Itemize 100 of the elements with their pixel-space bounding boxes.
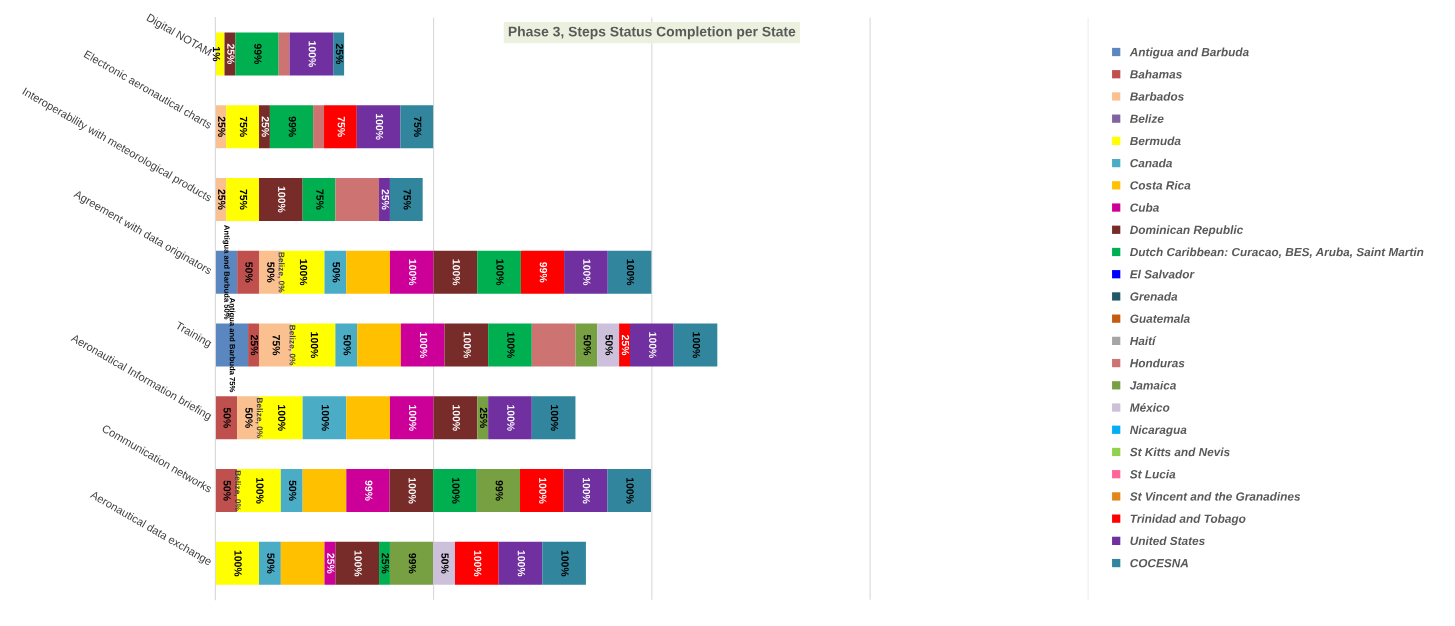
bar: [335, 323, 358, 367]
data-label: 100%: [626, 259, 635, 286]
bar: [237, 250, 259, 294]
data-label: 75%: [413, 116, 422, 137]
legend-label: Nicaragua: [1129, 425, 1187, 437]
bar: [488, 396, 532, 440]
bar: [575, 323, 598, 367]
bar: [335, 541, 380, 585]
legend-label: Bermuda: [1129, 136, 1181, 146]
legend-label: Dominican Republic: [1129, 225, 1244, 237]
data-label: 100%: [408, 405, 417, 431]
annotation: Belize, 0%: [233, 470, 242, 511]
bar: [226, 177, 259, 221]
data-label: 100%: [583, 259, 591, 286]
data-label: 99%: [495, 480, 503, 501]
data-label: 100%: [256, 477, 264, 504]
bar: [488, 323, 532, 367]
bar: [433, 250, 478, 294]
data-label: 100%: [452, 477, 460, 504]
annotation: Belize, 0%: [255, 397, 263, 438]
bar: [357, 323, 401, 367]
bar: [520, 469, 564, 513]
data-label: 25%: [261, 116, 270, 137]
legend-label: Honduras: [1129, 358, 1185, 368]
bar: [454, 541, 499, 585]
bar: [498, 541, 543, 585]
data-label: 100%: [278, 186, 286, 213]
bar: [215, 541, 259, 585]
bar: [302, 396, 347, 440]
legend-label: Grenada: [1130, 292, 1178, 301]
bar: [400, 105, 434, 149]
bar: [389, 469, 434, 513]
legend-label: Haití: [1129, 336, 1157, 346]
data-label: 25%: [227, 43, 235, 65]
legend-label: St Kitts and Nevis: [1129, 447, 1230, 457]
bar: [313, 105, 325, 149]
bar: [269, 105, 314, 149]
legend-label: United States: [1130, 536, 1205, 546]
data-label: 100%: [299, 259, 308, 286]
bar: [563, 469, 608, 513]
bar: [389, 177, 423, 221]
bar: [400, 323, 445, 367]
data-label: 50%: [343, 334, 351, 356]
data-label: 25%: [218, 116, 226, 137]
data-label: 50%: [605, 334, 613, 356]
data-label: 100%: [626, 477, 634, 504]
data-label: 100%: [354, 550, 362, 577]
bar: [302, 177, 336, 221]
data-label: 100%: [375, 114, 384, 140]
data-label: 50%: [332, 262, 340, 283]
bar: [476, 469, 521, 513]
legend-label: Dutch Caribbean: Curacao, BES, Aruba, Saint Martin: [1129, 247, 1424, 258]
data-label: 100%: [408, 477, 416, 504]
data-label: 25%: [479, 407, 488, 428]
bar: [356, 105, 401, 149]
data-label: 100%: [234, 550, 242, 577]
data-label: 100%: [452, 259, 460, 286]
data-label: 100%: [463, 332, 471, 359]
bar: [215, 396, 238, 440]
data-label: 75%: [316, 189, 324, 210]
data-label: 100%: [692, 332, 701, 359]
legend-label: Guatemala: [1130, 314, 1190, 323]
bar: [346, 469, 390, 513]
data-label: 100%: [517, 550, 526, 577]
annotation: Belize, 0%: [288, 325, 296, 366]
data-label: 99%: [365, 480, 373, 501]
bar: [389, 541, 434, 585]
data-label: 25%: [381, 189, 390, 210]
bar: [226, 105, 259, 149]
data-label: 100%: [474, 550, 482, 577]
data-label: 50%: [267, 553, 275, 574]
data-label: 100%: [561, 550, 569, 577]
bar: [531, 323, 576, 367]
data-label: 25%: [250, 334, 259, 356]
legend-label: Canada: [1130, 158, 1173, 168]
data-label: 50%: [583, 334, 591, 356]
data-label: 100%: [408, 259, 417, 286]
legend-label: Cuba: [1130, 203, 1159, 212]
data-label: 50%: [223, 480, 231, 501]
bar: [389, 250, 434, 294]
data-label: 25%: [621, 334, 630, 356]
legend-label: México: [1129, 403, 1170, 412]
legend-label: Costa Rica: [1130, 180, 1191, 190]
data-label: 75%: [337, 116, 345, 137]
data-label: 50%: [441, 553, 449, 574]
bar: [335, 177, 380, 221]
bar: [477, 250, 521, 294]
data-label: 100%: [507, 332, 515, 359]
data-label: 75%: [272, 335, 280, 356]
bar: [564, 250, 608, 294]
data-label: 100%: [582, 477, 591, 504]
legend-label: COCESNA: [1130, 558, 1188, 568]
data-label: 100%: [496, 259, 504, 286]
bar: [289, 32, 334, 76]
bar: [235, 32, 279, 76]
legend-label: Barbados: [1129, 92, 1184, 101]
data-label: 100%: [539, 477, 547, 504]
bar: [346, 250, 390, 294]
bar: [258, 541, 281, 585]
legend-label: Bahamas: [1129, 69, 1182, 79]
